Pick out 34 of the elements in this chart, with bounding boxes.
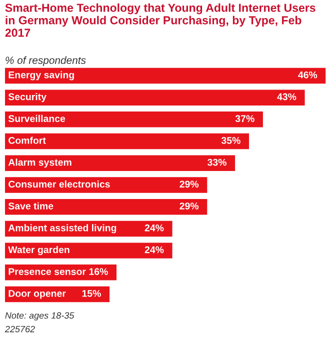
bar — [4, 242, 172, 258]
data-label: 35% — [221, 137, 240, 144]
chart-title: Smart-Home Technology that Young Adult Internet Users in Germany Would Consider Purchasing, by Type, Feb 2017 — [5, 3, 316, 37]
y-tick-label: Surveillance — [8, 114, 66, 122]
y-tick-label: Save time — [8, 202, 54, 210]
bar — [4, 112, 263, 128]
data-label: 43% — [277, 93, 296, 100]
data-label: 29% — [180, 180, 199, 188]
y-tick-label: Water garden — [8, 246, 70, 256]
data-label: 29% — [180, 202, 199, 210]
data-label: 24% — [144, 246, 164, 254]
data-label: 46% — [298, 71, 318, 78]
data-label: 37% — [235, 115, 254, 122]
y-tick-label: Presence sensor — [8, 268, 86, 276]
y-tick-label: Alarm system — [8, 158, 72, 168]
bar — [4, 133, 250, 150]
y-tick-label: Energy saving — [8, 71, 74, 80]
data-label: 16% — [89, 268, 108, 276]
data-label: 15% — [82, 290, 101, 297]
chart-subtitle: % of respondents — [6, 56, 86, 66]
bar — [4, 68, 326, 84]
bar — [4, 198, 208, 215]
bar — [4, 90, 305, 106]
data-label: 33% — [208, 158, 226, 166]
bar — [4, 155, 236, 172]
y-tick-label: Ambient assisted living — [8, 224, 116, 234]
text: 225762 — [4, 326, 35, 332]
y-tick-label: Security — [8, 93, 46, 102]
text: Note: ages 18-35 — [5, 312, 74, 320]
data-label: 24% — [144, 224, 164, 232]
y-tick-label: Consumer electronics — [8, 180, 110, 188]
y-tick-label: Door opener — [8, 290, 66, 299]
y-tick-label: Comfort — [8, 136, 46, 144]
bar — [4, 177, 208, 193]
